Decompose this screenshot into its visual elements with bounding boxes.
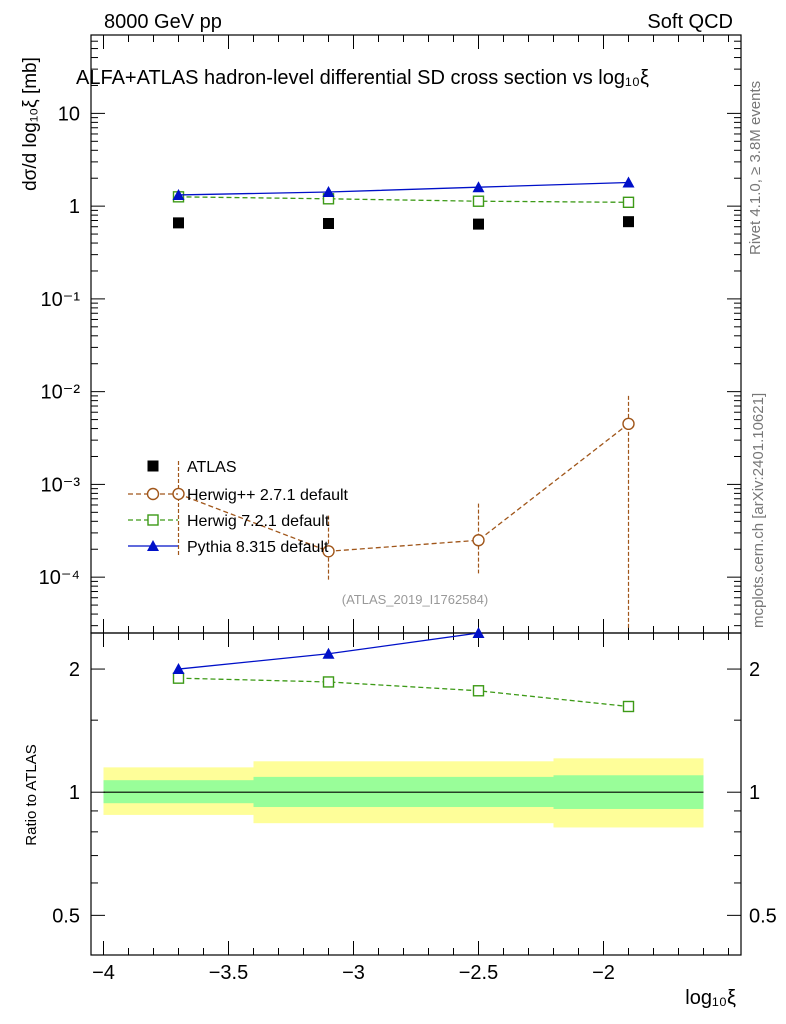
x-tick-label: −4: [92, 962, 115, 984]
main-pythia-8-315-default-point: [622, 176, 635, 188]
ratio-y-tick-label: 1: [69, 782, 80, 804]
x-tick-label: −2: [592, 962, 615, 984]
y-tick-label: 10: [58, 103, 80, 125]
legend-marker-0: [147, 460, 159, 472]
main-pythia-8-315-default-line: [178, 181, 629, 196]
main-atlas-point: [623, 216, 634, 228]
main-pythia-8-315-default-point: [472, 181, 485, 193]
plot-title: ALFA+ATLAS hadron-level differential SD …: [76, 67, 649, 89]
y-tick-label: 10⁻⁴: [39, 567, 80, 589]
main-ylabel: dσ/d log₁₀ξ [mb]: [20, 57, 41, 191]
x-tick-label: −3.5: [209, 962, 248, 984]
y-tick-label: 10⁻¹: [41, 289, 81, 311]
ratio-herwig-7-2-1-default-line: [178, 677, 629, 708]
y-tick-label: 10⁻³: [41, 474, 81, 496]
x-axis-title: log₁₀ξ: [685, 987, 736, 1009]
legend-marker-3: [147, 540, 159, 551]
main-herwig-2-7-1-default-point: [622, 417, 635, 431]
main-herwig-7-2-1-default-line: [178, 196, 629, 203]
ratio-pythia-8-315-default-point: [172, 663, 185, 675]
main-atlas-point: [473, 218, 484, 230]
x-tick-label: −3: [342, 962, 365, 984]
main-herwig-2-7-1-default-point: [172, 487, 185, 501]
ratio-pythia-8-315-default-point: [322, 647, 335, 659]
main-pythia-8-315-default-point: [322, 186, 335, 198]
ratio-y-tick-label: 0.5: [52, 905, 80, 927]
header-right: Soft QCD: [647, 11, 733, 33]
main-atlas-point: [173, 217, 184, 229]
ratio-ylabel: Ratio to ATLAS: [23, 744, 40, 845]
main-pythia-8-315-default-point: [172, 188, 185, 200]
ratio-y-tick-label-right: 1: [749, 782, 760, 804]
ratio-data-series: [172, 627, 635, 713]
header-left: 8000 GeV pp: [104, 11, 222, 33]
legend-marker-1: [146, 487, 160, 501]
main-herwig-2-7-1-default-point: [322, 545, 335, 558]
ratio-herwig-7-2-1-default-point: [472, 685, 485, 697]
analysis-watermark: (ATLAS_2019_I1762584): [342, 592, 488, 607]
ratio-y-tick-label-right: 2: [749, 659, 760, 681]
ratio-herwig-7-2-1-default-point: [172, 672, 185, 684]
main-herwig-2-7-1-default-point: [472, 534, 485, 547]
x-tick-label: −2.5: [459, 962, 498, 984]
ratio-herwig-7-2-1-default-point: [322, 676, 335, 688]
legend-label-2: Herwig 7.2.1 default: [187, 513, 330, 530]
axis-ticks: −4 −3.5 −3 −2.5 −2 10 1 10⁻¹ 10⁻² 10⁻³ 10⁻⁴ 0.5 0.5 1…: [39, 34, 777, 984]
rivet-version-text: Rivet 4.1.0, ≥ 3.8M events: [747, 81, 764, 255]
main-herwig-7-2-1-default-point: [622, 196, 635, 209]
ratio-herwig-7-2-1-default-point: [622, 700, 635, 713]
ratio-y-tick-label-right: 0.5: [749, 905, 777, 927]
mcplots-text: mcplots.cern.ch [arXiv:2401.10621]: [750, 393, 767, 628]
legend-label-0: ATLAS: [187, 459, 237, 476]
main-data-series: [172, 176, 635, 630]
ratio-y-tick-label: 2: [69, 659, 80, 681]
ratio-pythia-8-315-default-point: [472, 627, 485, 638]
ratio-uncertainty-bands: [103, 758, 704, 828]
ratio-plot-frame: [90, 632, 742, 956]
legend-marker-2: [147, 514, 159, 526]
y-tick-label: 1: [69, 196, 80, 218]
main-herwig-7-2-1-default-point: [472, 195, 485, 207]
legend: ATLAS Herwig++ 2.7.1 default Herwig 7.2.1 …: [128, 459, 349, 556]
main-herwig-2-7-1-default-line: [178, 423, 629, 552]
y-tick-label: 10⁻²: [41, 382, 81, 404]
main-atlas-point: [323, 217, 334, 229]
legend-label-1: Herwig++ 2.7.1 default: [187, 487, 349, 504]
legend-label-3: Pythia 8.315 default: [187, 539, 329, 556]
